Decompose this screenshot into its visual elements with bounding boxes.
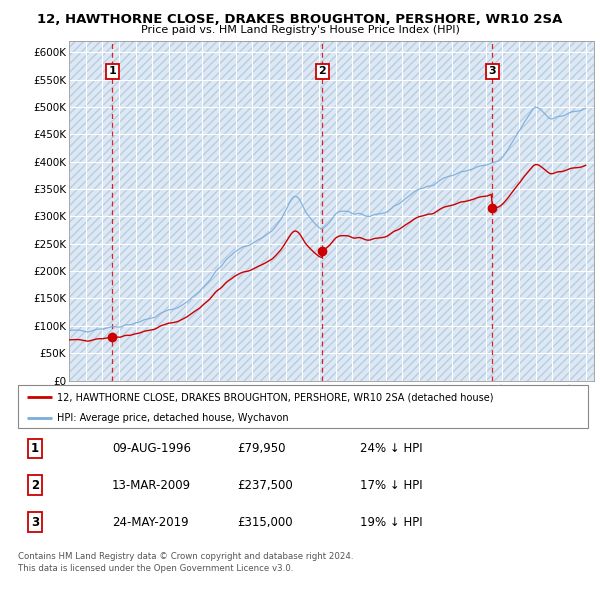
Text: Price paid vs. HM Land Registry's House Price Index (HPI): Price paid vs. HM Land Registry's House …	[140, 25, 460, 35]
Text: 24-MAY-2019: 24-MAY-2019	[112, 516, 188, 529]
Text: This data is licensed under the Open Government Licence v3.0.: This data is licensed under the Open Gov…	[18, 564, 293, 573]
Text: Contains HM Land Registry data © Crown copyright and database right 2024.: Contains HM Land Registry data © Crown c…	[18, 552, 353, 561]
Text: 13-MAR-2009: 13-MAR-2009	[112, 478, 191, 492]
Text: 17% ↓ HPI: 17% ↓ HPI	[360, 478, 422, 492]
Text: 3: 3	[488, 67, 496, 76]
Text: 2: 2	[31, 478, 39, 492]
FancyBboxPatch shape	[18, 385, 588, 428]
Text: 24% ↓ HPI: 24% ↓ HPI	[360, 442, 422, 455]
Text: 1: 1	[31, 442, 39, 455]
Text: 12, HAWTHORNE CLOSE, DRAKES BROUGHTON, PERSHORE, WR10 2SA (detached house): 12, HAWTHORNE CLOSE, DRAKES BROUGHTON, P…	[57, 392, 493, 402]
Text: £237,500: £237,500	[238, 478, 293, 492]
Text: 12, HAWTHORNE CLOSE, DRAKES BROUGHTON, PERSHORE, WR10 2SA: 12, HAWTHORNE CLOSE, DRAKES BROUGHTON, P…	[37, 13, 563, 26]
Text: 1: 1	[109, 67, 116, 76]
Text: 2: 2	[319, 67, 326, 76]
Text: 3: 3	[31, 516, 39, 529]
Text: 09-AUG-1996: 09-AUG-1996	[112, 442, 191, 455]
Text: £79,950: £79,950	[238, 442, 286, 455]
Text: £315,000: £315,000	[238, 516, 293, 529]
Text: 19% ↓ HPI: 19% ↓ HPI	[360, 516, 422, 529]
Text: HPI: Average price, detached house, Wychavon: HPI: Average price, detached house, Wych…	[57, 414, 289, 424]
